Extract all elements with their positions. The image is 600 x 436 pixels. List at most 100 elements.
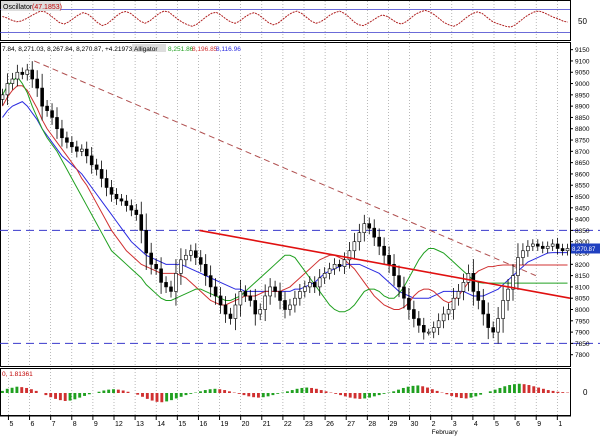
candle-body [20,71,25,75]
candle-body [476,291,481,301]
candle-body [273,286,277,292]
candle-body [223,304,228,315]
candle-body [218,295,223,306]
price-horizontal-lines [0,229,600,344]
candle-body [134,209,139,215]
candle-body [555,243,560,249]
trendline-dashed[interactable] [34,60,536,277]
candle-body [550,243,555,247]
price-tick-label: 8600 [575,171,590,178]
price-panel[interactable]: 9150 9100 9050 9000 8950 8900 8850 8800 8750 8700… [0,42,600,367]
candle-body [25,69,30,75]
candle-body [208,275,213,288]
price-tick-label: 7950 [575,318,590,325]
candle-body [184,254,188,261]
candle-body [164,282,168,288]
candle-body [213,286,218,297]
price-tick-label: 8900 [575,104,590,111]
candle-body [496,318,500,333]
price-tick-label: 8250 [575,251,590,258]
x-tick-label: 9 [537,421,541,428]
x-tick-label: 15 [178,421,186,428]
candle-body [293,297,297,306]
candle-body [10,78,15,84]
candle-body [367,223,372,229]
price-tick-label: 8050 [575,296,590,303]
x-tick-label: 22 [284,421,292,428]
candle-body [193,250,198,258]
x-tick-label: 1 [558,421,562,428]
candle-body [421,325,426,333]
price-tick-label: 8100 [575,284,590,291]
candle-body [30,69,35,80]
candle-body [357,232,362,243]
candle-body [238,291,243,306]
candle-body [540,245,545,249]
last-price-label: 8,270.87 [572,247,596,253]
x-tick-label: 8 [73,421,77,428]
candle-body [169,286,173,292]
oscillator-label: Oscillator [3,4,33,11]
candle-body [471,273,476,292]
alligator-teeth-value: 8,196.85 [192,46,218,53]
price-tick-label: 9100 [575,58,590,65]
alligator-jaw-value: 8,251.86 [168,46,194,53]
candle-body [436,320,441,328]
candle-body [501,300,505,319]
candle-body [154,264,158,270]
oscillator-label-box [1,1,61,11]
x-tick-label: 14 [157,421,165,428]
candle-body [322,273,327,279]
candle-body [298,291,302,299]
x-tick-label: 23 [305,421,313,428]
price-tick-label: 9000 [575,81,590,88]
ao-label-box [1,369,31,377]
price-tick-label: 8000 [575,307,590,314]
candle-body [99,169,104,179]
x-month-label: February [432,429,459,436]
candle-body [441,313,446,322]
x-tick-label: 3 [453,421,457,428]
oscillator-panel[interactable]: Oscillator (47.1853) 50 [0,0,587,41]
candle-body [109,187,114,195]
ao-frame [0,368,571,416]
candle-body [327,268,332,274]
price-header: 7.84, 8,271.03, 8,267.84, 8,270.87, +4.2… [2,46,133,53]
candle-body [129,205,134,211]
candle-body [565,248,570,252]
candle-body [124,200,129,206]
trendline-solid[interactable] [199,229,571,299]
price-tick-label: 8650 [575,160,590,167]
price-tick-label: 8500 [575,194,590,201]
x-tick-label: 6 [516,421,520,428]
candle-body [446,309,451,315]
candle-body [94,164,99,170]
awesome-oscillator-panel[interactable]: 0, 1.81361 0 [0,368,589,416]
price-tick-label: 7900 [575,330,590,337]
price-tick-label: 8400 [575,217,590,224]
price-tick-label: 8200 [575,262,590,269]
candlesticks [0,61,570,344]
candle-body [407,297,411,310]
candle-body [417,318,421,326]
price-header-box [1,43,246,53]
candle-body [40,87,44,107]
price-tick-label: 8550 [575,183,590,190]
candle-body [516,257,520,276]
candle-body [491,327,495,333]
candle-body [466,273,471,283]
alligator-label: Alligator [134,46,158,53]
candle-body [189,250,193,256]
price-tick-label: 8850 [575,115,590,122]
candle-body [179,259,183,274]
candle-body [560,248,565,252]
candle-body [486,313,491,328]
candle-body [307,282,312,288]
x-tick-label: 13 [136,421,144,428]
candle-body [402,286,406,299]
x-tick-label: 16 [199,421,207,428]
candle-body [45,105,49,111]
candle-body [253,300,258,315]
oscillator-line [2,9,568,28]
candle-body [387,254,391,265]
